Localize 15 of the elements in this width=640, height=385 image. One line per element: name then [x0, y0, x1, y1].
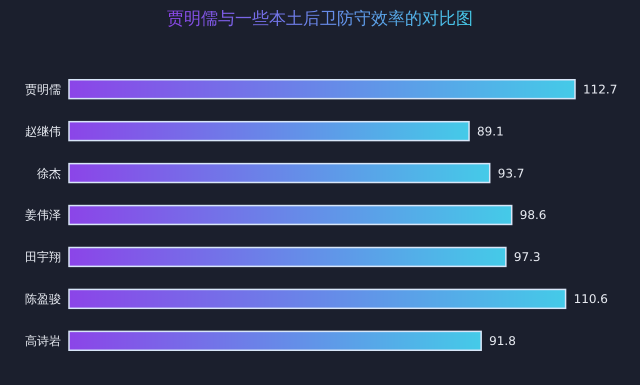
data-label: 91.8	[489, 334, 516, 348]
data-label: 97.3	[514, 250, 541, 264]
y-tick-label: 赵继伟	[25, 124, 61, 138]
data-label: 98.6	[520, 208, 546, 222]
data-label: 112.7	[583, 82, 618, 96]
y-tick-label: 高诗岩	[25, 334, 61, 348]
y-tick-label: 陈盈骏	[25, 292, 61, 306]
data-label: 89.1	[477, 124, 504, 138]
y-tick-label: 贾明儒	[25, 82, 61, 96]
y-tick-label: 徐杰	[37, 166, 61, 180]
y-tick-label: 田宇翔	[25, 250, 61, 264]
y-tick-label: 姜伟泽	[25, 208, 61, 222]
data-label: 93.7	[498, 166, 524, 180]
data-label: 110.6	[574, 292, 608, 306]
chart-title: 贾明儒与一些本土后卫防守效率的对比图	[167, 9, 473, 29]
